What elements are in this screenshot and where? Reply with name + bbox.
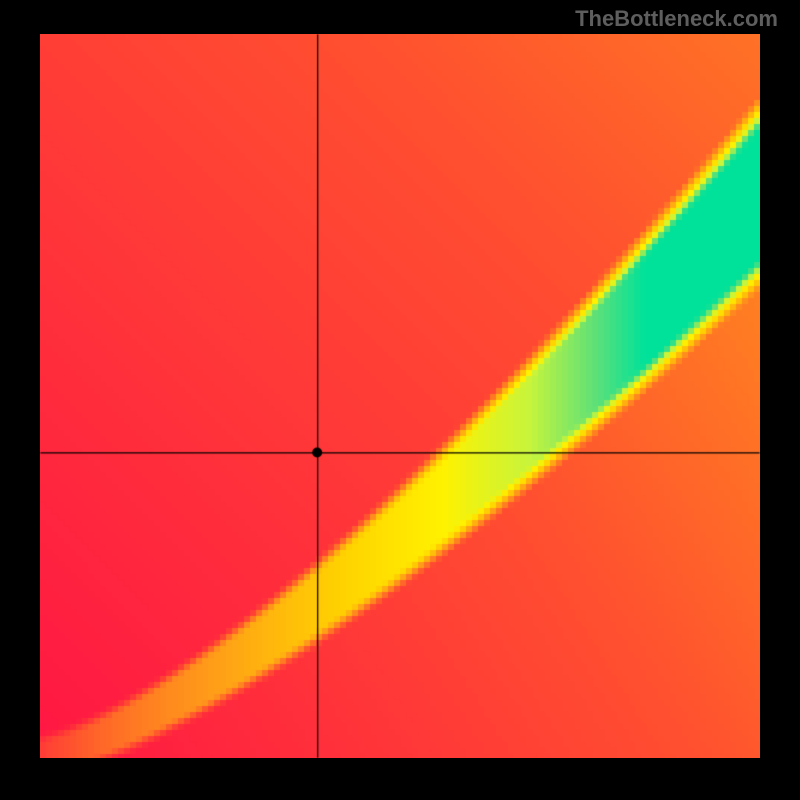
watermark-text: TheBottleneck.com xyxy=(575,6,778,32)
chart-container: TheBottleneck.com xyxy=(0,0,800,800)
heatmap-canvas xyxy=(40,34,760,758)
